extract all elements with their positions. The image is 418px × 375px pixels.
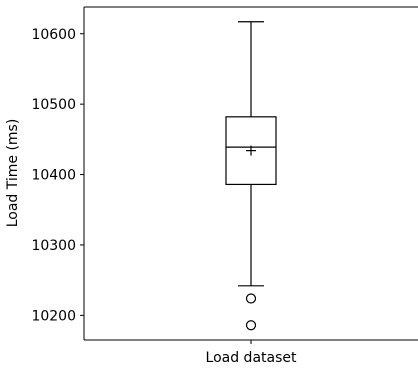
mean-marker — [246, 145, 256, 156]
y-axis-label: Load Time (ms) — [5, 119, 21, 228]
iqr-box — [225, 116, 277, 186]
x-tick-label: Load dataset — [206, 350, 297, 366]
outlier-point — [245, 320, 257, 331]
y-tick-label: 10200 — [31, 308, 76, 324]
y-tick-label: 10300 — [31, 238, 76, 254]
axes: 10200 10300 10400 10500 10600 Load dataset — [31, 6, 418, 366]
y-tick-label: 10400 — [31, 168, 76, 184]
y-tick-label: 10500 — [31, 97, 76, 113]
y-tick-label: 10600 — [31, 27, 76, 43]
plot-area — [225, 21, 277, 331]
outlier-point — [245, 293, 257, 304]
